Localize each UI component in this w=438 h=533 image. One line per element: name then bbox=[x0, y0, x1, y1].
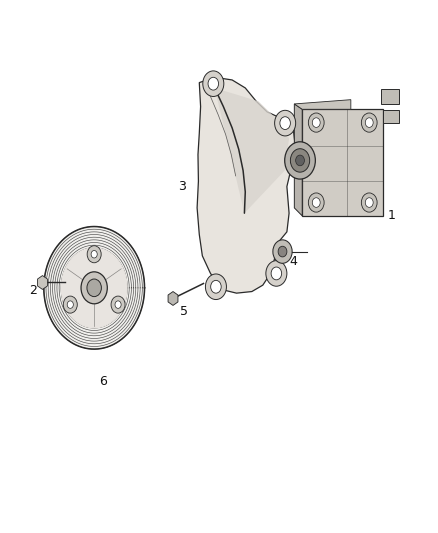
Circle shape bbox=[115, 301, 121, 308]
Text: 5: 5 bbox=[180, 305, 188, 318]
Circle shape bbox=[296, 155, 304, 166]
Circle shape bbox=[67, 301, 73, 308]
Polygon shape bbox=[294, 100, 351, 109]
Circle shape bbox=[271, 267, 282, 280]
Circle shape bbox=[365, 198, 373, 207]
FancyBboxPatch shape bbox=[302, 109, 383, 216]
Polygon shape bbox=[168, 292, 178, 305]
Circle shape bbox=[273, 240, 292, 263]
Circle shape bbox=[275, 110, 296, 136]
Circle shape bbox=[205, 274, 226, 300]
Circle shape bbox=[278, 246, 287, 257]
Polygon shape bbox=[44, 227, 145, 349]
Circle shape bbox=[280, 117, 290, 130]
Circle shape bbox=[208, 77, 219, 90]
Polygon shape bbox=[294, 104, 302, 216]
Circle shape bbox=[81, 272, 107, 304]
Circle shape bbox=[365, 118, 373, 127]
Circle shape bbox=[111, 296, 125, 313]
Circle shape bbox=[63, 296, 77, 313]
Text: 2: 2 bbox=[29, 284, 37, 297]
Circle shape bbox=[361, 193, 377, 212]
Circle shape bbox=[203, 71, 224, 96]
Text: 4: 4 bbox=[290, 255, 297, 268]
Text: 1: 1 bbox=[388, 209, 396, 222]
Circle shape bbox=[266, 261, 287, 286]
Circle shape bbox=[312, 118, 320, 127]
Polygon shape bbox=[61, 248, 127, 328]
Circle shape bbox=[91, 251, 97, 258]
Circle shape bbox=[361, 113, 377, 132]
Circle shape bbox=[211, 280, 221, 293]
Circle shape bbox=[290, 149, 310, 172]
Circle shape bbox=[308, 193, 324, 212]
Circle shape bbox=[312, 198, 320, 207]
Polygon shape bbox=[38, 276, 47, 289]
Polygon shape bbox=[197, 77, 296, 293]
Polygon shape bbox=[215, 88, 289, 213]
FancyBboxPatch shape bbox=[383, 110, 399, 123]
FancyBboxPatch shape bbox=[381, 89, 399, 104]
Circle shape bbox=[87, 279, 102, 296]
Circle shape bbox=[285, 142, 315, 179]
Circle shape bbox=[87, 246, 101, 263]
Circle shape bbox=[308, 113, 324, 132]
Text: 3: 3 bbox=[178, 180, 186, 193]
Text: 6: 6 bbox=[99, 375, 107, 387]
